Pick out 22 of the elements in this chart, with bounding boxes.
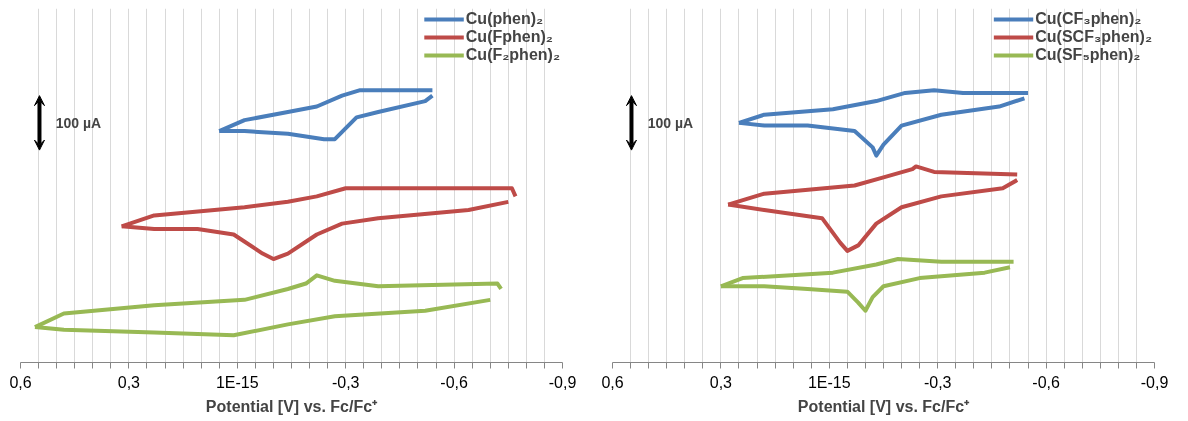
legend-label: Cu(SCF₃phen)₂: [1035, 28, 1152, 46]
x-tick-label: 0,3: [117, 373, 141, 391]
x-tick-label: 0,6: [601, 373, 624, 391]
legend-label: Cu(Fphen)₂: [465, 28, 553, 46]
legend-label: Cu(phen)₂: [465, 10, 544, 28]
annotation: 100 µA: [647, 114, 694, 131]
x-tick-label: 1E-15: [215, 373, 259, 391]
x-axis-title: Potential [V] vs. Fc/Fc⁺: [205, 397, 379, 415]
x-tick-label: -0,9: [1140, 373, 1169, 391]
legend-label: Cu(CF₃phen)₂: [1035, 10, 1142, 28]
legend-label: Cu(F₂phen)₂: [465, 46, 560, 64]
x-tick-label: -0,3: [923, 373, 952, 391]
legend-label: Cu(SF₅phen)₂: [1035, 46, 1141, 64]
x-tick-label: -0,6: [440, 373, 468, 391]
x-tick-label: -0,9: [548, 373, 577, 391]
annotation: 100 µA: [55, 114, 102, 131]
x-tick-label: 0,3: [709, 373, 733, 391]
x-tick-label: 1E-15: [807, 373, 851, 391]
x-tick-label: 0,6: [9, 373, 32, 391]
x-tick-label: -0,6: [1032, 373, 1060, 391]
x-axis-title: Potential [V] vs. Fc/Fc⁺: [797, 397, 971, 415]
x-tick-label: -0,3: [331, 373, 360, 391]
